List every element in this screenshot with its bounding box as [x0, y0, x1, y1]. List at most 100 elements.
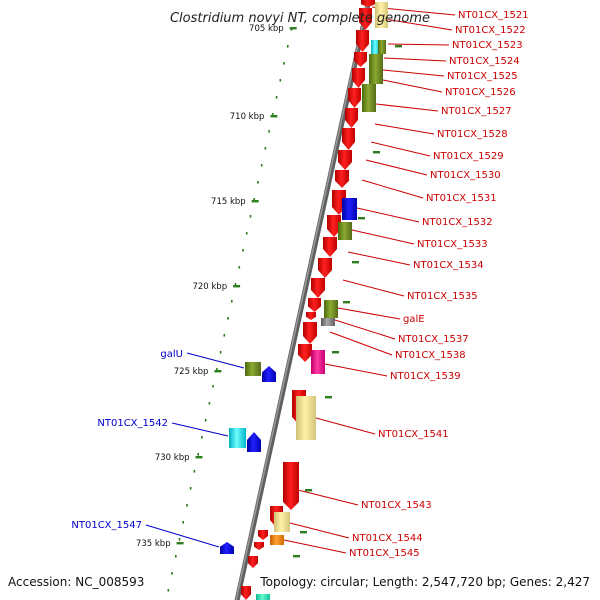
kbp-label: 730 kbp	[155, 453, 190, 463]
gene-arrow	[306, 312, 316, 320]
cds-box	[256, 594, 270, 600]
scale-dot	[216, 368, 218, 371]
scale-dot	[189, 487, 192, 490]
scale-dot	[212, 385, 214, 388]
gene-arrow	[247, 432, 261, 452]
genome-backbone	[234, 0, 372, 600]
forward-gene-label: NT01CX_1522	[455, 25, 526, 36]
scale-dot	[223, 334, 226, 337]
forward-gene-label: NT01CX_1532	[422, 217, 493, 228]
forward-connector	[365, 159, 428, 176]
cds-box	[324, 300, 338, 318]
feature-tick	[395, 45, 402, 48]
scale-dot	[227, 317, 229, 320]
forward-gene-label: NT01CX_1537	[398, 334, 469, 345]
scale-dot	[275, 96, 278, 99]
label-connectors	[145, 6, 456, 554]
gene-arrow	[248, 556, 258, 568]
kbp-tick	[176, 542, 184, 545]
kbp-label: 705 kbp	[249, 24, 284, 34]
gene-arrow	[338, 150, 352, 170]
scale-track	[167, 28, 293, 592]
forward-connector	[342, 279, 405, 297]
forward-gene-label: NT01CX_1524	[449, 56, 520, 67]
reverse-gene-label: galU	[160, 349, 183, 360]
cds-box	[338, 222, 352, 240]
reverse-gene-label: NT01CX_1542	[97, 418, 168, 429]
gene-arrow	[323, 237, 337, 257]
gene-arrow	[352, 68, 365, 88]
scale-dot	[175, 555, 177, 558]
cds-box	[270, 535, 284, 545]
scale-dot	[279, 79, 282, 82]
forward-connector	[324, 363, 388, 377]
gene-arrow	[356, 30, 369, 52]
gene-arrow	[348, 88, 361, 108]
feature-tick	[358, 217, 365, 220]
cds-box	[342, 198, 357, 220]
scale-dot	[231, 300, 233, 303]
forward-connector	[334, 319, 396, 340]
gene-arrow	[308, 298, 321, 312]
reverse-gene-label: NT01CX_1547	[71, 520, 142, 531]
kbp-tick	[195, 456, 203, 459]
scale-dot	[171, 572, 173, 575]
forward-connector	[375, 103, 439, 112]
forward-connector	[347, 251, 411, 266]
scale-dot	[283, 62, 285, 65]
scale-dot	[234, 283, 237, 286]
scale-dot	[242, 249, 244, 252]
kbp-tick	[270, 115, 278, 118]
gene-arrow	[241, 586, 251, 600]
reverse-connector	[186, 352, 245, 369]
gene-labels: NT01CX_1521 NT01CX_1522 NT01CX_1523 NT01CX_…	[71, 10, 528, 559]
gene-arrow	[298, 344, 312, 362]
cds-box	[378, 40, 386, 54]
kbp-label: 725 kbp	[174, 367, 209, 377]
kbp-tick	[289, 27, 297, 30]
forward-connector	[337, 307, 401, 320]
forward-connector	[351, 229, 415, 245]
forward-connector	[329, 331, 393, 356]
forward-gene-label: NT01CX_1538	[395, 350, 466, 361]
scale-dot	[272, 113, 274, 116]
scale-dot	[264, 147, 267, 150]
feature-tick	[332, 351, 339, 354]
kbp-label: 720 kbp	[192, 282, 227, 292]
feature-tick	[343, 301, 350, 304]
forward-connector	[283, 539, 347, 554]
forward-connector	[374, 123, 435, 135]
forward-connector	[382, 69, 445, 77]
forward-gene-label: NT01CX_1527	[441, 106, 512, 117]
forward-connector	[361, 179, 424, 199]
gene-arrow	[220, 542, 234, 554]
forward-gene-label: NT01CX_1543	[361, 500, 432, 511]
feature-tick	[373, 151, 380, 154]
cds-box	[362, 84, 376, 112]
forward-gene-label: NT01CX_1533	[417, 239, 488, 250]
gene-arrow	[354, 52, 367, 67]
scale-dot	[204, 419, 207, 422]
forward-gene-label: NT01CX_1521	[458, 10, 529, 21]
forward-gene-label: NT01CX_1526	[445, 87, 516, 98]
cds-box	[371, 40, 380, 54]
gene-arrow	[359, 8, 372, 30]
kbp-label: 710 kbp	[230, 112, 265, 122]
map-title: Clostridium novyi NT, complete genome	[170, 11, 430, 26]
cds-box	[229, 428, 246, 448]
forward-connector	[315, 417, 376, 435]
reverse-connector	[171, 422, 229, 437]
cds-box	[311, 350, 325, 374]
gene-arrow	[311, 278, 325, 298]
forward-gene-label: galE	[403, 314, 425, 325]
scale-dot	[193, 470, 196, 473]
scale-dot	[219, 351, 222, 354]
feature-tick	[352, 261, 359, 264]
forward-connector	[383, 57, 447, 62]
forward-gene-label: NT01CX_1545	[349, 548, 420, 559]
forward-gene-label: NT01CX_1528	[437, 129, 508, 140]
scale-dot	[178, 538, 181, 541]
feature-tick	[293, 555, 300, 558]
forward-gene-label: NT01CX_1541	[378, 429, 449, 440]
